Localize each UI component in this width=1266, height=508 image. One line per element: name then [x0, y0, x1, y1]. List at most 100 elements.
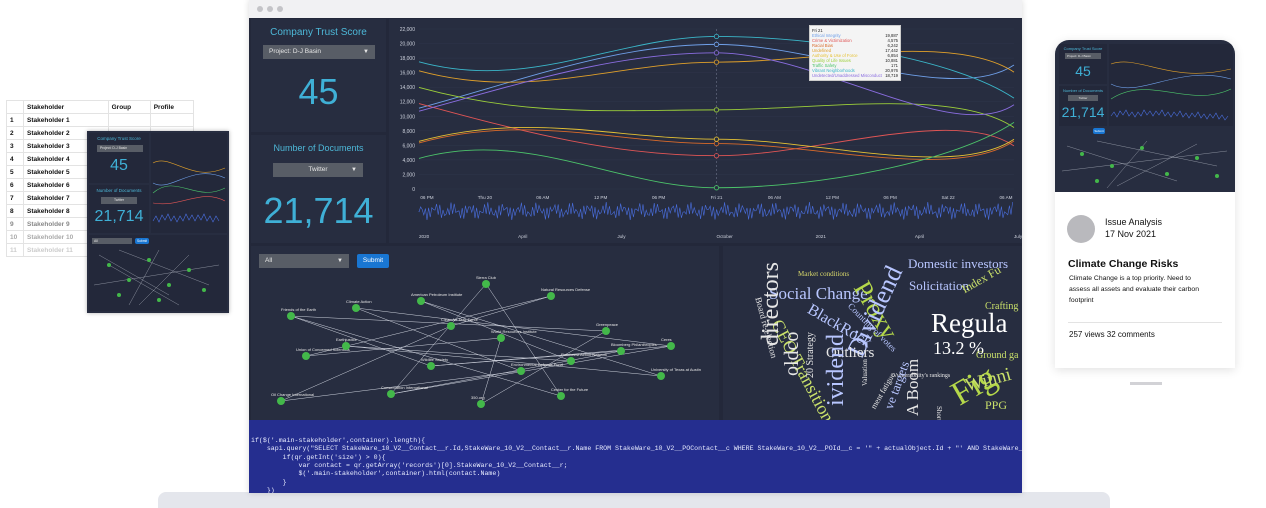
network-edge — [355, 307, 522, 372]
word-cloud-term[interactable]: Vulnerability's rankings — [893, 373, 951, 379]
network-node-label: Climate Action — [346, 299, 372, 304]
row-number[interactable]: 2 — [6, 126, 24, 140]
laptop-base — [158, 492, 1110, 508]
mobile-project-select[interactable]: Project: D-J Basin — [1065, 53, 1101, 59]
carousel-indicator[interactable] — [1130, 382, 1162, 385]
x-tick-label: 06 PM — [420, 195, 433, 200]
row-number[interactable]: 3 — [6, 139, 24, 153]
row-number[interactable]: 1 — [6, 113, 24, 127]
network-node[interactable] — [497, 334, 505, 342]
source-select[interactable]: Twitter ▼ — [273, 163, 363, 177]
word-cloud-term[interactable]: Outliers — [826, 345, 875, 361]
source-select-value: Twitter — [308, 166, 328, 173]
word-cloud-term[interactable]: Market conditions — [798, 270, 850, 278]
word-cloud-term[interactable]: ividend — [823, 334, 849, 406]
y-tick-label: 20,000 — [400, 42, 416, 48]
column-header[interactable]: Stakeholder — [23, 100, 109, 114]
profile-cell[interactable] — [149, 113, 195, 127]
network-node[interactable] — [567, 357, 575, 365]
tooltip-rows: Ethical Integrity 19,887 Crime & Victimiza… — [812, 33, 898, 78]
window-dot-icon[interactable] — [267, 6, 273, 12]
row-number[interactable]: 6 — [6, 178, 24, 192]
network-node[interactable] — [427, 362, 435, 370]
row-number[interactable]: 8 — [6, 204, 24, 218]
network-node[interactable] — [387, 390, 395, 398]
mobile-source-select[interactable]: Twitter — [1068, 95, 1098, 101]
row-number[interactable]: 5 — [6, 165, 24, 179]
word-cloud-term[interactable]: Crafting — [985, 301, 1019, 312]
code-snippet: if($('.main-stakeholder',container).leng… — [249, 420, 1022, 493]
network-edge — [305, 337, 502, 357]
stakeholder-cell[interactable]: Stakeholder 1 — [23, 113, 109, 127]
network-node[interactable] — [287, 312, 295, 320]
word-cloud-term[interactable]: Ground ga — [976, 350, 1019, 361]
card-title: Climate Change Risks — [1068, 258, 1179, 270]
network-graph[interactable]: Friends of the Earth Climate Action Americ… — [251, 246, 719, 420]
word-cloud-term[interactable]: 13.2 % — [933, 338, 984, 358]
range-tick-label: July — [1014, 234, 1022, 239]
network-node[interactable] — [477, 400, 485, 408]
project-select[interactable]: Project: D-J Basin ▼ — [263, 45, 375, 59]
trust-score-panel: Company Trust Score Project: D-J Basin ▼… — [251, 19, 386, 132]
network-node[interactable] — [667, 342, 675, 350]
column-header[interactable]: Profile — [149, 100, 195, 114]
word-cloud-term[interactable]: Social Change — [769, 284, 868, 303]
network-node[interactable] — [657, 372, 665, 380]
tooltip-row: Vibrant Neighborhoods 20,976 — [812, 68, 898, 73]
network-node[interactable] — [602, 327, 610, 335]
word-cloud-term[interactable]: oldco — [781, 331, 803, 376]
network-node[interactable] — [342, 342, 350, 350]
thumb-project-select[interactable]: Project: D-J Basin — [97, 145, 143, 152]
network-node[interactable] — [482, 280, 490, 288]
series-point — [713, 153, 720, 159]
column-header[interactable]: Group — [107, 100, 151, 114]
code-line: sapi.query("SELECT StakeWare_10_V2__Cont… — [251, 445, 1022, 453]
word-cloud-term[interactable]: PPG — [985, 398, 1008, 412]
network-node[interactable] — [557, 392, 565, 400]
word-cloud-term[interactable]: 20 Strategy — [805, 332, 816, 378]
tooltip-series-label: Quality of Life Issues — [812, 58, 851, 63]
word-cloud-term[interactable]: Short sellers — [935, 406, 943, 420]
group-cell[interactable] — [107, 113, 151, 127]
word-cloud-term[interactable]: Regula — [931, 308, 1008, 338]
chart-svg[interactable]: 22,000 20,000 18,000 16,000 14,000 12,000 10,0… — [389, 19, 1022, 243]
network-node[interactable] — [352, 304, 360, 312]
card-date: 17 Nov 2021 — [1105, 229, 1157, 239]
filter-select[interactable]: All ▼ — [259, 254, 349, 268]
network-edge — [290, 315, 432, 367]
tooltip-series-value: 4,575 — [887, 38, 898, 43]
mobile-score: 45 — [1075, 63, 1091, 79]
thumb-source-select[interactable]: Twitter — [101, 197, 137, 204]
network-node[interactable] — [417, 297, 425, 305]
table-row[interactable]: 1 Stakeholder 1 — [6, 113, 195, 127]
word-cloud-term[interactable]: Solicitation — [909, 278, 969, 293]
network-node[interactable] — [517, 367, 525, 375]
code-line: }) — [251, 487, 275, 493]
tooltip-row: Quality of Life Issues 10,881 — [812, 58, 898, 63]
thumb-filter-select[interactable]: All — [92, 238, 132, 244]
tooltip-row: Racial Bias 6,242 — [812, 43, 898, 48]
row-number[interactable]: 4 — [6, 152, 24, 166]
word-cloud-term[interactable]: Valuation — [861, 359, 869, 386]
documents-title: Number of Documents — [273, 143, 364, 153]
row-number[interactable]: 7 — [6, 191, 24, 205]
mobile-submit-button[interactable]: Submit — [1093, 128, 1105, 134]
avatar[interactable] — [1067, 215, 1095, 243]
mobile-trust-panel: Company Trust Score Project: D-J Basin 4… — [1059, 44, 1107, 84]
row-number[interactable]: 11 — [6, 243, 24, 257]
submit-button[interactable]: Submit — [357, 254, 389, 268]
row-number[interactable]: 10 — [6, 230, 24, 244]
word-cloud-term[interactable]: Domestic investors — [908, 256, 1009, 271]
thumb-submit-button[interactable]: Submit — [135, 238, 149, 244]
y-tick-label: 0 — [412, 187, 415, 193]
network-node[interactable] — [547, 292, 555, 300]
window-dot-icon[interactable] — [277, 6, 283, 12]
network-node[interactable] — [617, 347, 625, 355]
x-tick-label: Sat 22 — [941, 195, 955, 200]
window-dot-icon[interactable] — [257, 6, 263, 12]
row-number[interactable]: 9 — [6, 217, 24, 231]
network-node[interactable] — [447, 322, 455, 330]
network-node[interactable] — [277, 397, 285, 405]
network-node[interactable] — [302, 352, 310, 360]
network-node-label: Rainforest Action Network — [561, 352, 607, 357]
